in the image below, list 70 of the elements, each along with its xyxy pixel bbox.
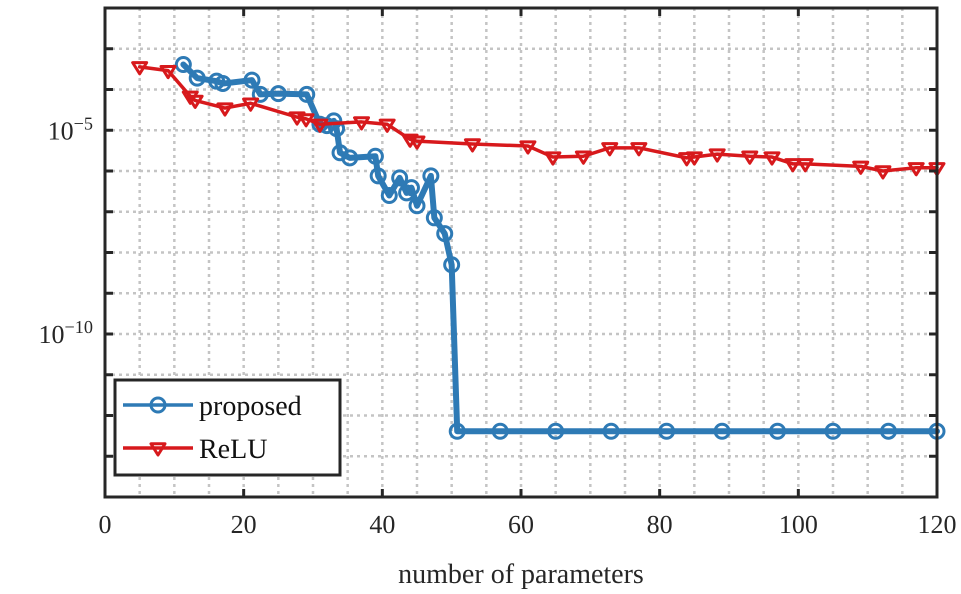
x-tick-label: 60: [508, 510, 534, 539]
legend-label: proposed: [199, 391, 302, 422]
point: [422, 167, 440, 184]
point: [544, 151, 562, 166]
point: [353, 116, 370, 130]
x-tick-label: 0: [98, 510, 112, 539]
point: [880, 422, 897, 440]
point: [243, 72, 260, 89]
point: [242, 98, 260, 112]
point: [408, 197, 426, 214]
x-tick-label: 120: [918, 510, 956, 539]
point: [686, 151, 703, 166]
point: [288, 111, 306, 126]
y-tick-label: 10$^{−5}$: [48, 113, 93, 146]
x-tick-label: 20: [230, 510, 257, 539]
point: [270, 85, 287, 102]
point: [492, 422, 509, 440]
point: [298, 86, 316, 103]
point: [436, 225, 454, 242]
point: [160, 64, 177, 80]
point: [391, 169, 408, 186]
point: [601, 142, 618, 156]
x-axis-title: number of parameters: [398, 559, 644, 590]
x-tick-label: 40: [369, 510, 396, 539]
point: [426, 209, 443, 226]
y-tick-label: 10$^{−10}$: [38, 317, 93, 349]
point: [763, 151, 780, 166]
point: [547, 422, 564, 440]
point: [443, 256, 460, 274]
legend-label: ReLU: [199, 434, 268, 465]
point: [658, 422, 676, 440]
point: [448, 422, 466, 440]
point: [370, 167, 387, 184]
point: [908, 162, 925, 176]
x-tick-label: 80: [646, 510, 673, 539]
point: [464, 138, 481, 152]
point: [366, 148, 384, 165]
point: [341, 149, 358, 166]
point: [824, 422, 842, 440]
point: [630, 142, 648, 156]
point: [769, 422, 786, 440]
point: [784, 158, 802, 172]
point: [131, 61, 148, 76]
point: [332, 144, 349, 162]
point: [678, 152, 696, 166]
point: [928, 422, 946, 440]
point: [378, 118, 396, 133]
point: [311, 118, 328, 133]
point: [188, 70, 206, 87]
point: [174, 56, 192, 74]
point: [216, 102, 234, 117]
point: [602, 422, 620, 440]
point: [741, 150, 758, 165]
point: [298, 113, 315, 128]
point: [714, 422, 731, 440]
point: [796, 158, 814, 172]
point: [874, 165, 892, 180]
point: [408, 135, 426, 150]
point: [928, 162, 946, 176]
point: [214, 75, 232, 92]
point: [574, 150, 592, 165]
x-tick-label: 100: [778, 510, 818, 539]
point: [380, 187, 398, 204]
point: [182, 90, 199, 105]
point: [708, 148, 726, 163]
point: [186, 94, 204, 109]
point: [208, 72, 226, 90]
point: [519, 140, 536, 155]
point: [402, 134, 419, 148]
point: [852, 160, 870, 175]
